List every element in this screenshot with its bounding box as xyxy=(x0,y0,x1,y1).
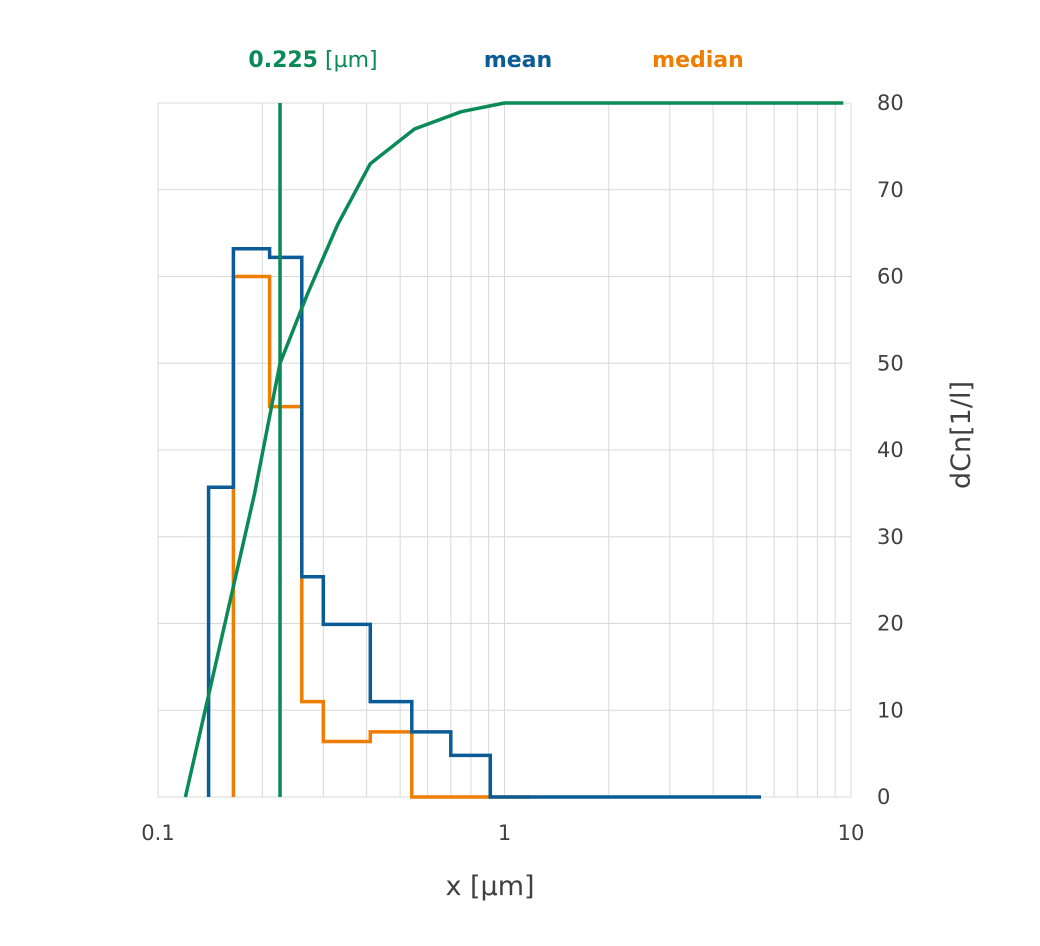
y-tick-label: 70 xyxy=(877,178,904,202)
y-tick-label: 0 xyxy=(877,785,890,809)
x-axis-title: x [µm] xyxy=(445,871,534,902)
legend-marker-value: 0.225 xyxy=(248,48,318,73)
series-cumulative-line xyxy=(183,101,844,798)
x-tick-label: 10 xyxy=(838,821,865,845)
y-axis-title: dCn[1/l] xyxy=(946,381,977,489)
y-tick-label: 50 xyxy=(877,351,904,375)
legend: 0.225 [µm] mean median xyxy=(248,48,743,73)
legend-median-label: median xyxy=(652,48,744,73)
x-tick-label: 1 xyxy=(498,821,511,845)
y-tick-label: 60 xyxy=(877,265,904,289)
legend-marker-unit: [µm] xyxy=(318,48,378,73)
series-median-line xyxy=(231,274,531,799)
y-tick-label: 30 xyxy=(877,525,904,549)
x-tick-labels: 0.1 1 10 xyxy=(141,821,864,845)
y-tick-label: 80 xyxy=(877,91,904,115)
series-mean-line xyxy=(206,246,761,799)
x-tick-label: 0.1 xyxy=(141,821,174,845)
series-layer xyxy=(183,101,844,799)
y-tick-labels: 0 10 20 30 40 50 60 70 80 xyxy=(877,91,904,809)
y-tick-label: 20 xyxy=(877,612,904,636)
y-gridlines xyxy=(158,102,851,798)
y-tick-label: 10 xyxy=(877,698,904,722)
legend-mean-label: mean xyxy=(484,48,552,73)
y-tick-label: 40 xyxy=(877,438,904,462)
legend-marker-label: 0.225 [µm] xyxy=(248,48,377,73)
